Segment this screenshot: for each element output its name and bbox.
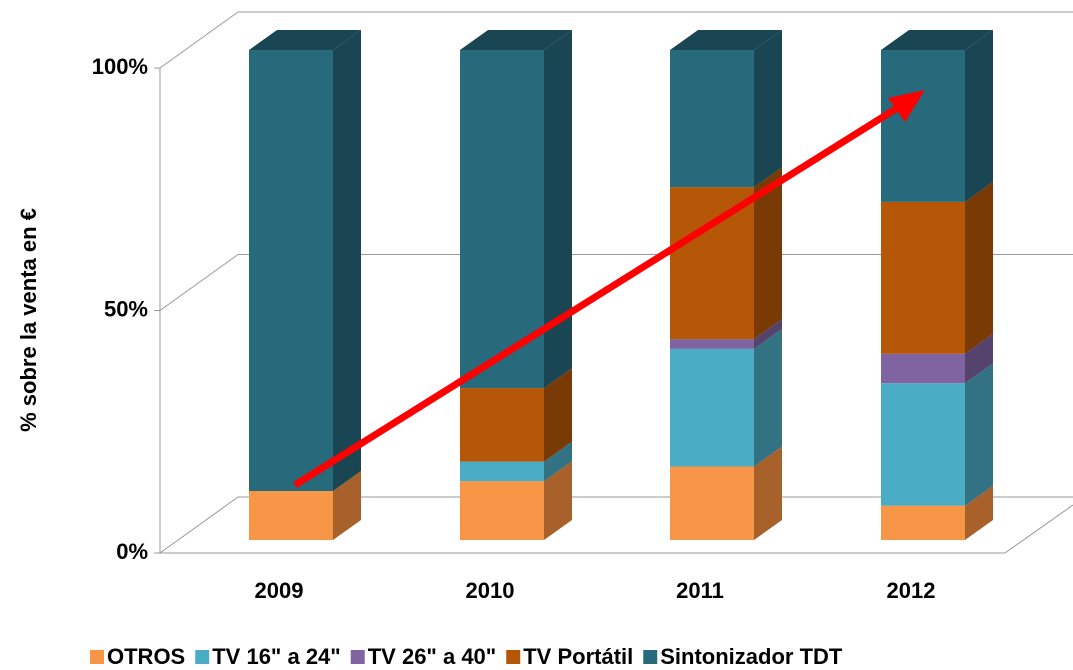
bar [881, 353, 965, 384]
bar-side [754, 446, 782, 540]
y-axis-label: % sobre la venta en € [16, 208, 41, 432]
bar-side [333, 471, 361, 540]
bar [249, 50, 333, 491]
bar-top [249, 30, 361, 50]
bar [670, 50, 754, 188]
arrow-head [888, 90, 925, 122]
bar-side [965, 363, 993, 506]
bar-side [965, 333, 993, 384]
y-tick-label: 0% [116, 539, 148, 564]
bar-side [754, 30, 782, 188]
x-tick-label: 2011 [676, 578, 724, 603]
y-tick-label: 100% [92, 54, 148, 79]
bar [881, 201, 965, 354]
bar-side [544, 441, 572, 482]
bar-side [754, 328, 782, 467]
x-tick-label: 2010 [466, 578, 515, 603]
bar [670, 348, 754, 467]
legend: OTROS TV 16" a 24" TV 26" a 40" TV Portátil… [90, 644, 843, 669]
bar [670, 466, 754, 540]
y-tick-label: 50% [104, 296, 148, 321]
bar [670, 339, 754, 349]
legend-label: TV 26" a 40" [368, 644, 497, 669]
grid-line [159, 11, 239, 69]
bar [881, 505, 965, 540]
legend-swatch [350, 650, 365, 664]
bar-side [965, 181, 993, 354]
bar [249, 491, 333, 540]
bar-side [754, 319, 782, 349]
bar-side [544, 30, 572, 389]
grid-line [159, 496, 239, 554]
legend-label: OTROS [107, 644, 185, 669]
legend-swatch [90, 650, 104, 664]
floor-edge [1004, 504, 1073, 554]
legend-swatch [195, 650, 210, 664]
bar-side [333, 30, 361, 491]
bar-side [965, 30, 993, 202]
grid: 0% 50% 100% 2009 2010 2011 2012 [92, 11, 1073, 603]
legend-swatch [643, 650, 658, 664]
bar [670, 187, 754, 340]
grid-line [159, 254, 239, 311]
bar [881, 383, 965, 506]
bars [249, 30, 993, 540]
legend-label: Sintonizador TDT [660, 644, 843, 669]
bar-top [881, 30, 993, 50]
trend-arrow [293, 97, 912, 488]
bar-side [544, 461, 572, 540]
bar-top [460, 30, 572, 50]
legend-label: TV Portátil [523, 644, 633, 669]
bar [460, 481, 544, 540]
bar [460, 388, 544, 462]
bar-side [754, 167, 782, 340]
x-tick-label: 2012 [887, 578, 936, 603]
bar [881, 50, 965, 202]
legend-swatch [506, 650, 521, 664]
bar [460, 50, 544, 389]
legend-label: TV 16" a 24" [212, 644, 341, 669]
bar [460, 461, 544, 482]
floor [160, 497, 1073, 553]
bar-side [544, 368, 572, 462]
bar-side [965, 485, 993, 540]
x-tick-label: 2009 [255, 578, 304, 603]
bar-top [670, 30, 782, 50]
